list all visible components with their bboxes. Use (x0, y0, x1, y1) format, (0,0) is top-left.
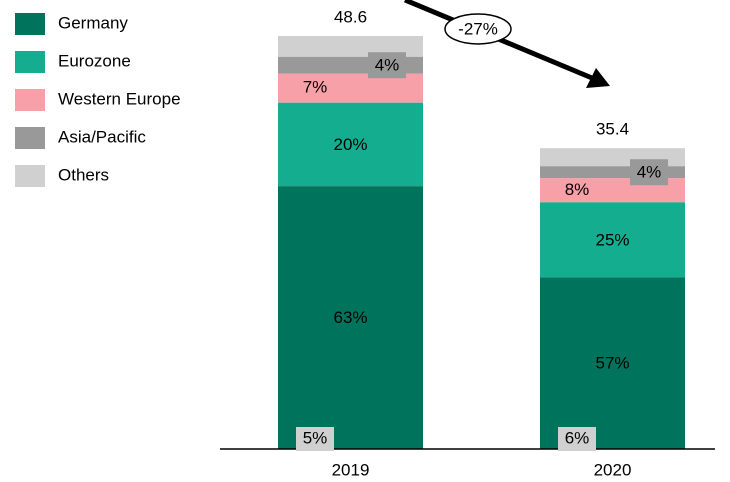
segment-label: 20% (333, 135, 367, 154)
annotation: -27% (458, 19, 498, 38)
total-label: 48.6 (334, 7, 367, 26)
bar-segment (278, 36, 423, 57)
bar-segment (278, 186, 423, 449)
bar-segment (278, 102, 423, 187)
label-box (630, 159, 668, 186)
legend-swatch (15, 13, 45, 35)
x-tick-label: 2019 (332, 460, 370, 479)
segment-label: 7% (303, 78, 328, 97)
legend-label: Asia/Pacific (58, 127, 146, 146)
x-tick-label: 2020 (594, 460, 632, 479)
segment-label: 4% (375, 56, 400, 75)
segment-label: 57% (595, 354, 629, 373)
legend-label: Others (58, 165, 109, 184)
change-arrow: -27% (404, 0, 610, 88)
segment-label: 5% (303, 428, 328, 447)
label-box (296, 427, 334, 451)
segment-label: 25% (595, 230, 629, 249)
legend-label: Western Europe (58, 89, 181, 108)
legend-swatch (15, 89, 45, 111)
legend-label: Eurozone (58, 51, 131, 70)
segment-label: 63% (333, 308, 367, 327)
segment-label: 6% (565, 428, 590, 447)
annotation-bubble (444, 13, 512, 45)
segment-label: 4% (637, 163, 662, 182)
segment-label: 8% (565, 180, 590, 199)
legend-label: Germany (58, 13, 128, 32)
bar-segment (278, 73, 423, 103)
legend-swatch (15, 51, 45, 73)
legend-swatch (15, 165, 45, 187)
total-label: 35.4 (596, 120, 629, 139)
bar-segment (540, 277, 685, 449)
label-box (558, 427, 596, 451)
label-box (368, 52, 406, 79)
bar-segment (540, 202, 685, 278)
legend-swatch (15, 127, 45, 149)
arrow-head (586, 68, 610, 88)
